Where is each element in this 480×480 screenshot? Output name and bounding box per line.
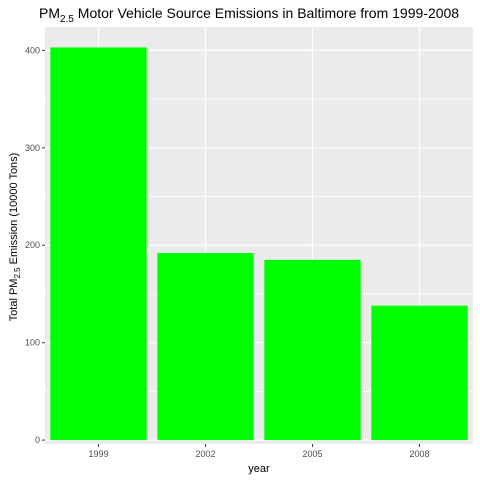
y-axis-title-prefix: Total PM: [8, 279, 20, 322]
chart-title-suffix: Motor Vehicle Source Emissions in Baltim…: [74, 5, 459, 21]
chart-title-prefix: PM: [39, 5, 60, 21]
x-tick-label: 2008: [409, 449, 429, 459]
chart-title-subscript: 2.5: [60, 14, 74, 25]
y-tick-label: 200: [25, 240, 40, 250]
y-tick-label: 100: [25, 338, 40, 348]
bar-1999: [50, 47, 146, 440]
y-axis-title-suffix: Emission (10000 Tons): [8, 153, 20, 268]
y-tick-label: 300: [25, 143, 40, 153]
y-axis: 0 100 200 300 400: [25, 45, 45, 445]
y-axis-title-subscript: 2.5: [13, 267, 22, 279]
chart-title: PM2.5 Motor Vehicle Source Emissions in …: [39, 5, 459, 25]
x-axis-title: year: [248, 463, 270, 475]
bar-2002: [157, 253, 253, 440]
x-tick-label: 1999: [88, 449, 108, 459]
y-tick-label: 400: [25, 45, 40, 55]
y-axis-title: Total PM2.5 Emission (10000 Tons): [8, 153, 22, 322]
x-tick-label: 2005: [302, 449, 322, 459]
bar-2005: [264, 260, 360, 440]
bar-2008: [371, 306, 467, 440]
x-axis: 1999 2002 2005 2008: [88, 444, 429, 459]
x-tick-label: 2002: [195, 449, 215, 459]
y-tick-label: 0: [35, 435, 40, 445]
